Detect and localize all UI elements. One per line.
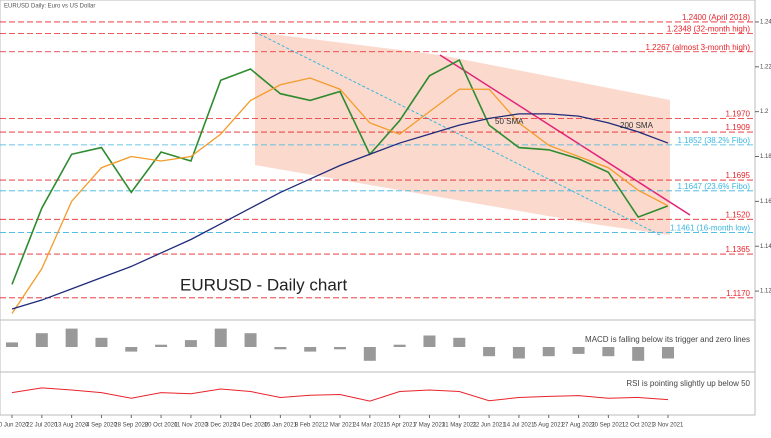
level-label: 1.1365 — [726, 245, 751, 254]
bar — [632, 347, 645, 361]
channel-midline — [254, 31, 661, 236]
bar — [95, 337, 108, 347]
x-tick-label: 11 Nov 2020 — [174, 423, 208, 429]
x-tick-label: 20 Oct 2020 — [145, 423, 178, 429]
series-line — [11, 387, 669, 402]
bar — [125, 347, 138, 352]
x-tick-label: 7 May 2021 — [414, 423, 446, 429]
x-tick-label: 4 Sep 2020 — [86, 423, 117, 429]
y-tick-label: 1.24 — [760, 20, 771, 26]
x-tick-label: 2 Mar 2021 — [325, 423, 356, 429]
rsi-note: RSI is pointing slightly up below 50 — [626, 379, 750, 388]
x-tick-label: 22 Jul 2020 — [26, 423, 58, 429]
channel — [255, 32, 670, 235]
level-label: 1.1852 (38.2% Fibo) — [678, 136, 751, 145]
bar — [334, 347, 346, 350]
x-tick-label: 30 Jun 2020 — [0, 423, 29, 429]
bar — [214, 328, 227, 347]
bar — [274, 347, 287, 350]
level-label: 1.1461 (16-month low) — [670, 224, 750, 233]
bar — [244, 333, 257, 347]
y-tick-label: 1.2 — [760, 109, 769, 115]
bar — [363, 347, 376, 361]
x-tick-label: 24 Mar 2021 — [353, 423, 387, 429]
level-label: 1.1520 — [726, 210, 751, 219]
x-tick-label: 20 Sep 2021 — [591, 423, 626, 429]
level-label: 1.1170 — [726, 289, 750, 298]
x-tick-label: 8 Feb 2021 — [295, 423, 326, 429]
series-line — [11, 113, 669, 310]
series-line — [11, 58, 669, 285]
x-tick-label: 28 Sep 2020 — [114, 423, 149, 429]
y-tick-label: 1.22 — [760, 64, 771, 70]
trendline — [439, 54, 691, 216]
x-tick-label: 14 Jul 2021 — [503, 423, 535, 429]
bar — [35, 333, 48, 347]
bar — [184, 340, 197, 347]
x-tick-label: 27 Aug 2021 — [562, 423, 596, 429]
level-label: 1.1909 — [726, 123, 751, 132]
x-tick-label: 13 Aug 2020 — [55, 423, 89, 429]
series-label: 50 SMA — [495, 117, 524, 126]
bar — [483, 347, 496, 357]
bar — [6, 342, 18, 347]
level-label: 1.1695 — [726, 171, 751, 180]
series-label: 200 SMA — [620, 121, 654, 130]
bar — [542, 347, 555, 357]
macd-note: MACD is falling below its trigger and ze… — [585, 335, 750, 344]
chart-subtitle: EURUSD Daily: Euro vs US Dollar — [4, 4, 95, 10]
bar — [393, 344, 406, 347]
y-tick-label: 1.16 — [760, 199, 771, 205]
y-tick-label: 1.18 — [760, 154, 771, 160]
bar — [453, 337, 466, 347]
bar — [423, 335, 436, 347]
bar — [662, 347, 674, 359]
x-tick-label: 12 Oct 2021 — [622, 423, 655, 429]
x-tick-label: 24 Dec 2020 — [234, 423, 269, 429]
x-tick-label: 3 Dec 2020 — [205, 423, 236, 429]
y-tick-label: 1.14 — [760, 244, 771, 250]
x-tick-label: 31 May 2021 — [442, 423, 477, 429]
x-tick-label: 15 Apr 2021 — [383, 423, 416, 429]
x-tick-label: 3 Nov 2021 — [653, 423, 684, 429]
bar — [155, 344, 168, 347]
level-label: 1.2348 (32-month high) — [667, 25, 751, 34]
level-label: 1.1970 — [726, 109, 751, 118]
bar — [304, 347, 317, 352]
x-tick-label: 5 Aug 2021 — [534, 423, 565, 429]
y-tick-label: 1.12 — [760, 289, 771, 295]
series-line — [11, 77, 669, 314]
x-tick-label: 15 Jan 2021 — [264, 423, 298, 429]
chart-title: EURUSD - Daily chart — [180, 275, 347, 294]
bar — [512, 347, 525, 359]
bar — [65, 328, 78, 347]
x-tick-label: 22 Jun 2021 — [473, 423, 507, 429]
level-label: 1.1647 (23.6% Fibo) — [678, 182, 751, 191]
bar — [602, 347, 615, 357]
bar — [572, 347, 585, 354]
level-label: 1.2267 (almost 3-month high) — [646, 43, 751, 52]
level-label: 1.2400 (April 2018) — [682, 13, 750, 22]
